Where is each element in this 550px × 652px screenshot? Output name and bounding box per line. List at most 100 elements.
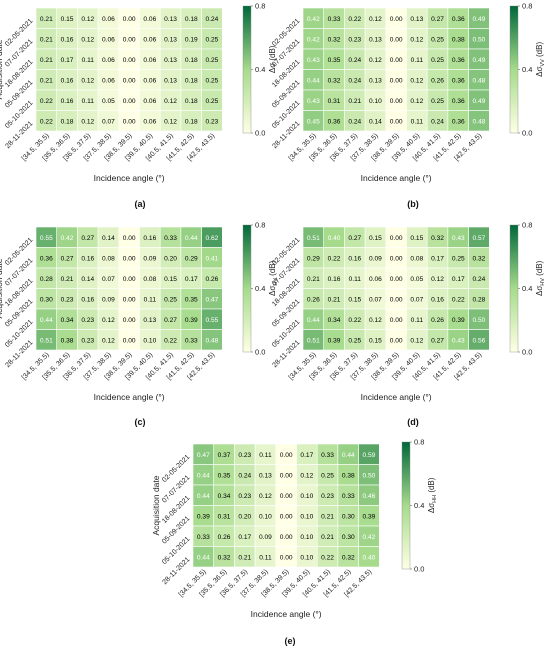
colorbar-tick-label: 0.0 xyxy=(255,348,265,357)
cell-value-label: 0.39 xyxy=(452,317,465,324)
cell-value-label: 0.16 xyxy=(431,296,444,303)
cell-value-label: 0.30 xyxy=(342,534,355,541)
y-axis-label: Acquisition date xyxy=(151,475,161,535)
heatmap-panel-2: 0.42 0.33 0.22 0.12 0.00 0.13 0.27 0.36 0.49 0.42… xyxy=(271,2,546,210)
cell-value-label: 0.06 xyxy=(102,36,115,43)
cell-value-label: 0.42 xyxy=(307,36,320,43)
heatmap-cell xyxy=(468,110,490,132)
cell-value-label: 0.26 xyxy=(431,317,444,324)
cell-value-label: 0.21 xyxy=(321,534,334,541)
cell-value-label: 0.29 xyxy=(307,255,320,262)
cell-value-label: 0.10 xyxy=(259,513,272,520)
cell-value-label: 0.17 xyxy=(431,255,444,262)
cell-value-label: 0.17 xyxy=(300,452,313,459)
cell-value-label: 0.27 xyxy=(431,337,444,344)
cell-value-label: 0.42 xyxy=(307,16,320,23)
cell-value-label: 0.00 xyxy=(390,118,403,125)
cell-value-label: 0.15 xyxy=(348,296,361,303)
cell-value-label: 0.33 xyxy=(197,534,210,541)
cell-value-label: 0.35 xyxy=(185,296,198,303)
cell-value-label: 0.10 xyxy=(300,513,313,520)
panel-label: (b) xyxy=(407,199,419,209)
cell-value-label: 0.44 xyxy=(197,493,210,500)
cell-value-label: 0.25 xyxy=(164,296,177,303)
colorbar-tick-label: 0.0 xyxy=(522,129,532,138)
heatmap-panel-5: 0.47 0.37 0.23 0.11 0.00 0.17 0.33 0.44 0.59 0.44… xyxy=(151,438,438,647)
heatmap-cell xyxy=(201,110,223,132)
x-axis-label: Incidence angle (°) xyxy=(361,392,432,402)
colorbar xyxy=(242,5,252,134)
cell-value-label: 0.13 xyxy=(369,77,382,84)
cell-value-label: 0.09 xyxy=(143,255,156,262)
cell-value-label: 0.10 xyxy=(300,493,313,500)
cell-value-label: 0.36 xyxy=(452,118,465,125)
cell-value-label: 0.40 xyxy=(363,554,376,561)
cell-value-label: 0.44 xyxy=(197,472,210,479)
cell-value-label: 0.32 xyxy=(473,255,486,262)
cell-value-label: 0.22 xyxy=(164,337,177,344)
cell-value-label: 0.12 xyxy=(369,317,382,324)
cell-value-label: 0.13 xyxy=(164,36,177,43)
cell-value-label: 0.11 xyxy=(411,118,424,125)
cell-value-label: 0.07 xyxy=(102,118,115,125)
cell-value-label: 0.25 xyxy=(206,98,219,105)
cell-value-label: 0.59 xyxy=(363,452,376,459)
cell-value-label: 0.08 xyxy=(410,255,423,262)
cell-value-label: 0.57 xyxy=(473,235,486,242)
colorbar xyxy=(509,224,519,353)
cell-value-label: 0.22 xyxy=(452,296,465,303)
cell-value-label: 0.15 xyxy=(369,235,382,242)
cell-value-label: 0.13 xyxy=(164,16,177,23)
y-axis-label: Acquisition date xyxy=(0,258,4,318)
cell-value-label: 0.18 xyxy=(61,118,74,125)
cell-value-label: 0.55 xyxy=(206,317,219,324)
cell-value-label: 0.13 xyxy=(164,57,177,64)
cell-value-label: 0.06 xyxy=(102,77,115,84)
cell-value-label: 0.33 xyxy=(164,235,177,242)
cell-value-label: 0.12 xyxy=(410,77,423,84)
cell-value-label: 0.35 xyxy=(328,57,341,64)
cell-value-label: 0.21 xyxy=(40,16,53,23)
cell-value-label: 0.25 xyxy=(452,255,465,262)
cell-value-label: 0.07 xyxy=(102,276,115,283)
colorbar-tick-label: 0.8 xyxy=(522,2,532,11)
cell-value-label: 0.21 xyxy=(40,77,53,84)
cell-value-label: 0.00 xyxy=(280,554,293,561)
cell-value-label: 0.05 xyxy=(102,98,115,105)
cell-value-label: 0.30 xyxy=(40,296,53,303)
cell-value-label: 0.17 xyxy=(238,534,251,541)
cell-value-label: 0.15 xyxy=(410,235,423,242)
cell-value-label: 0.00 xyxy=(123,118,136,125)
cell-value-label: 0.39 xyxy=(363,513,376,520)
cell-value-label: 0.22 xyxy=(348,16,361,23)
cell-value-label: 0.12 xyxy=(81,36,94,43)
cell-value-label: 0.00 xyxy=(123,16,136,23)
cell-value-label: 0.36 xyxy=(452,77,465,84)
heatmap-cell xyxy=(358,546,380,568)
cell-value-label: 0.27 xyxy=(348,235,361,242)
colorbar-tick-label: 0.4 xyxy=(255,284,265,293)
cell-value-label: 0.00 xyxy=(123,235,136,242)
cell-value-label: 0.21 xyxy=(307,276,320,283)
cell-value-label: 0.28 xyxy=(473,296,486,303)
cell-value-label: 0.25 xyxy=(206,36,219,43)
cell-value-label: 0.23 xyxy=(348,36,361,43)
x-axis-label: Incidence angle (°) xyxy=(94,392,165,402)
colorbar-tick-label: 0.4 xyxy=(414,501,424,510)
colorbar-label: ΔσHV (dB) xyxy=(268,260,279,296)
colorbar-label: ΔσVV (dB) xyxy=(535,42,546,77)
cell-value-label: 0.00 xyxy=(123,296,136,303)
cell-value-label: 0.40 xyxy=(328,235,341,242)
cell-value-label: 0.36 xyxy=(40,255,53,262)
cell-value-label: 0.32 xyxy=(328,77,341,84)
cell-value-label: 0.23 xyxy=(321,493,334,500)
cell-value-label: 0.28 xyxy=(40,276,53,283)
cell-value-label: 0.62 xyxy=(206,235,219,242)
cell-value-label: 0.11 xyxy=(411,317,424,324)
cell-value-label: 0.13 xyxy=(164,77,177,84)
cell-value-label: 0.00 xyxy=(390,98,403,105)
cell-value-label: 0.17 xyxy=(452,276,465,283)
cell-value-label: 0.22 xyxy=(321,554,334,561)
cell-value-label: 0.22 xyxy=(348,317,361,324)
